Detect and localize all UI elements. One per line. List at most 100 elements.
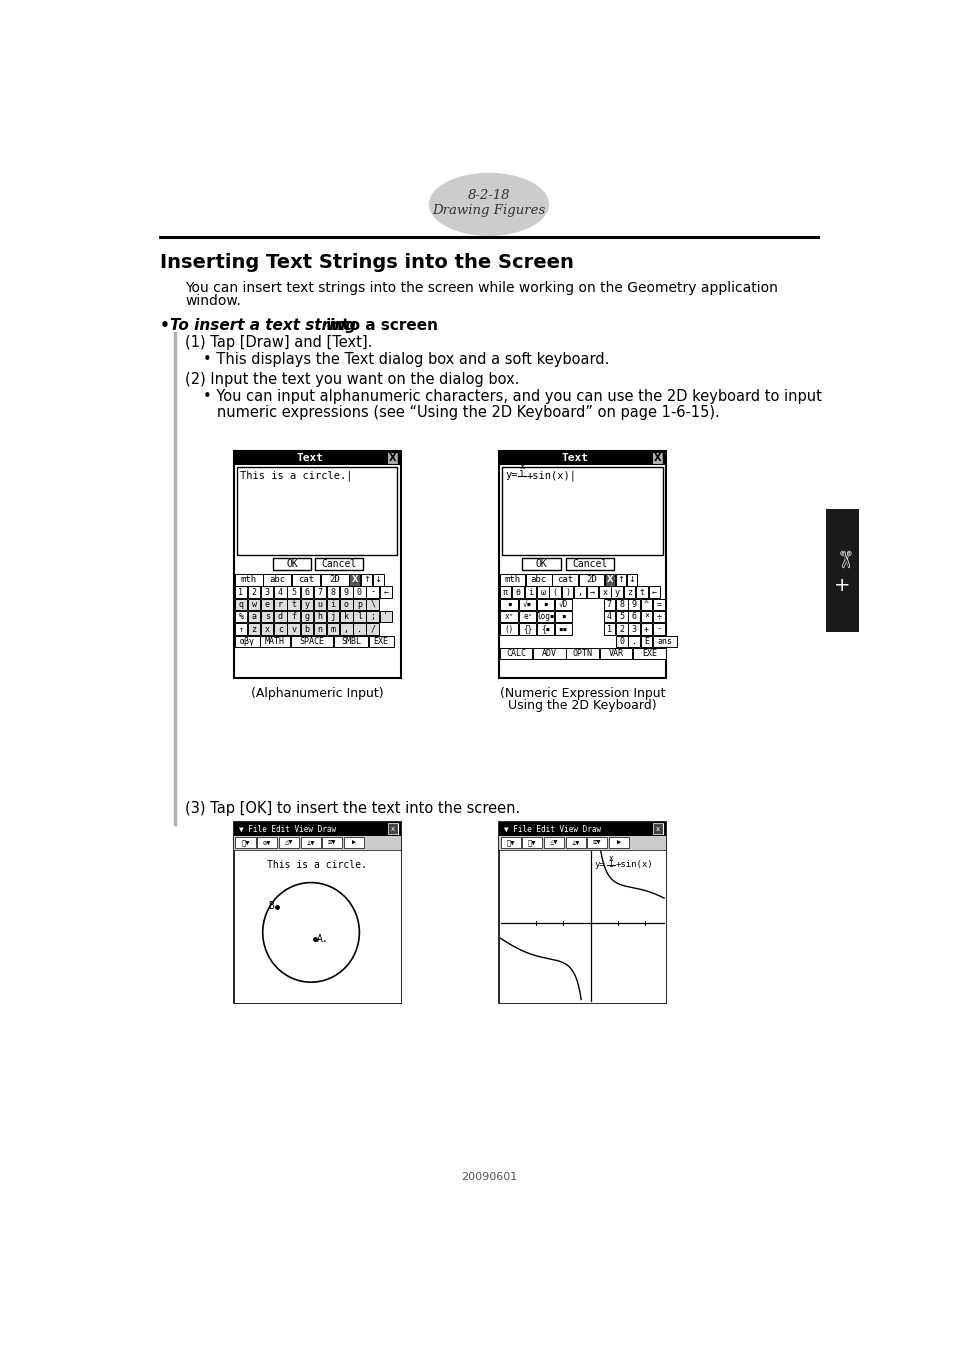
Text: ∿▼: ∿▼ bbox=[528, 840, 536, 846]
Text: c: c bbox=[277, 625, 283, 633]
Text: ▪: ▪ bbox=[506, 599, 511, 609]
Bar bbox=[234, 612, 247, 622]
Bar bbox=[565, 837, 585, 848]
Bar bbox=[498, 836, 665, 849]
Text: f: f bbox=[291, 612, 295, 621]
Text: -: - bbox=[656, 625, 660, 633]
Text: 7: 7 bbox=[317, 587, 322, 597]
Bar bbox=[340, 612, 353, 622]
Text: abc: abc bbox=[530, 575, 546, 585]
Bar bbox=[825, 509, 858, 632]
Bar bbox=[300, 837, 320, 848]
Text: ←: ← bbox=[651, 587, 657, 597]
Bar bbox=[353, 624, 365, 634]
Bar bbox=[315, 558, 363, 570]
Text: into a screen: into a screen bbox=[320, 319, 437, 333]
Bar bbox=[640, 612, 652, 622]
Bar bbox=[566, 648, 598, 659]
Text: This is a circle.|: This is a circle.| bbox=[240, 470, 353, 481]
Text: ≡▼: ≡▼ bbox=[593, 840, 601, 845]
Bar bbox=[353, 586, 365, 598]
Bar bbox=[499, 586, 511, 598]
Text: g: g bbox=[304, 612, 309, 621]
Bar bbox=[261, 586, 274, 598]
Bar bbox=[340, 586, 353, 598]
Bar bbox=[327, 624, 339, 634]
Text: ↑: ↑ bbox=[617, 575, 624, 585]
Text: e: e bbox=[265, 599, 270, 609]
Text: X: X bbox=[389, 452, 396, 463]
Bar bbox=[587, 837, 607, 848]
Text: ^: ^ bbox=[643, 599, 648, 609]
Text: ⬛▼: ⬛▼ bbox=[506, 840, 515, 846]
Bar bbox=[236, 467, 397, 555]
Bar bbox=[549, 586, 560, 598]
Bar bbox=[555, 612, 571, 622]
Text: Text: Text bbox=[560, 452, 587, 463]
Text: y=: y= bbox=[594, 860, 604, 869]
Text: (3) Tap [OK] to insert the text into the screen.: (3) Tap [OK] to insert the text into the… bbox=[185, 801, 519, 817]
Text: ×: × bbox=[643, 612, 648, 621]
Bar bbox=[498, 451, 665, 678]
Bar bbox=[322, 837, 342, 848]
Bar bbox=[340, 624, 353, 634]
Bar bbox=[234, 598, 247, 610]
Text: mth: mth bbox=[240, 575, 256, 585]
Text: SMBL: SMBL bbox=[340, 637, 360, 645]
Bar bbox=[274, 586, 286, 598]
Text: n: n bbox=[317, 625, 322, 633]
Text: cat: cat bbox=[557, 575, 573, 585]
Bar bbox=[360, 574, 372, 586]
Bar bbox=[512, 586, 523, 598]
Bar bbox=[314, 598, 326, 610]
Text: 8: 8 bbox=[331, 587, 335, 597]
Bar bbox=[300, 598, 313, 610]
Bar bbox=[537, 598, 554, 610]
Ellipse shape bbox=[429, 173, 548, 236]
Bar bbox=[387, 451, 397, 464]
Bar bbox=[555, 624, 571, 634]
Text: .: . bbox=[631, 637, 636, 645]
Bar bbox=[552, 574, 578, 586]
Text: =: = bbox=[656, 599, 660, 609]
Text: j: j bbox=[331, 612, 335, 621]
Text: 0: 0 bbox=[618, 637, 623, 645]
Text: • This displays the Text dialog box and a soft keyboard.: • This displays the Text dialog box and … bbox=[203, 352, 609, 367]
Text: ▼ File Edit View Draw: ▼ File Edit View Draw bbox=[238, 825, 335, 833]
Text: You can insert text strings into the screen while working on the Geometry applic: You can insert text strings into the scr… bbox=[185, 281, 778, 296]
Text: t: t bbox=[639, 587, 644, 597]
Bar bbox=[636, 586, 647, 598]
Bar bbox=[260, 636, 290, 647]
Bar bbox=[533, 648, 565, 659]
Text: 7: 7 bbox=[606, 599, 611, 609]
Bar bbox=[518, 612, 536, 622]
Bar bbox=[300, 612, 313, 622]
Bar bbox=[314, 612, 326, 622]
Text: +: + bbox=[833, 576, 850, 595]
Text: ▶: ▶ bbox=[617, 840, 620, 845]
Bar bbox=[234, 624, 247, 634]
Text: 4: 4 bbox=[606, 612, 611, 621]
Text: (Numeric Expression Input: (Numeric Expression Input bbox=[499, 687, 664, 701]
Text: i: i bbox=[527, 587, 533, 597]
Text: 9: 9 bbox=[343, 587, 349, 597]
Text: π: π bbox=[502, 587, 508, 597]
Text: log▪: log▪ bbox=[536, 612, 554, 621]
Bar bbox=[248, 586, 260, 598]
Bar bbox=[628, 624, 639, 634]
Text: 5: 5 bbox=[291, 587, 295, 597]
Bar bbox=[598, 586, 610, 598]
Text: v: v bbox=[291, 625, 295, 633]
Bar bbox=[608, 837, 629, 848]
Bar bbox=[521, 837, 542, 848]
Text: y=: y= bbox=[505, 470, 517, 481]
Text: 9: 9 bbox=[631, 599, 636, 609]
Text: X: X bbox=[606, 575, 613, 585]
Bar bbox=[248, 598, 260, 610]
Text: • You can input alphanumeric characters, and you can use the 2D keyboard to inpu: • You can input alphanumeric characters,… bbox=[203, 389, 821, 404]
Text: ÷: ÷ bbox=[656, 612, 660, 621]
Text: X: X bbox=[654, 452, 661, 463]
Bar bbox=[234, 636, 259, 647]
Text: mth: mth bbox=[504, 575, 520, 585]
Text: MATH: MATH bbox=[265, 637, 285, 645]
